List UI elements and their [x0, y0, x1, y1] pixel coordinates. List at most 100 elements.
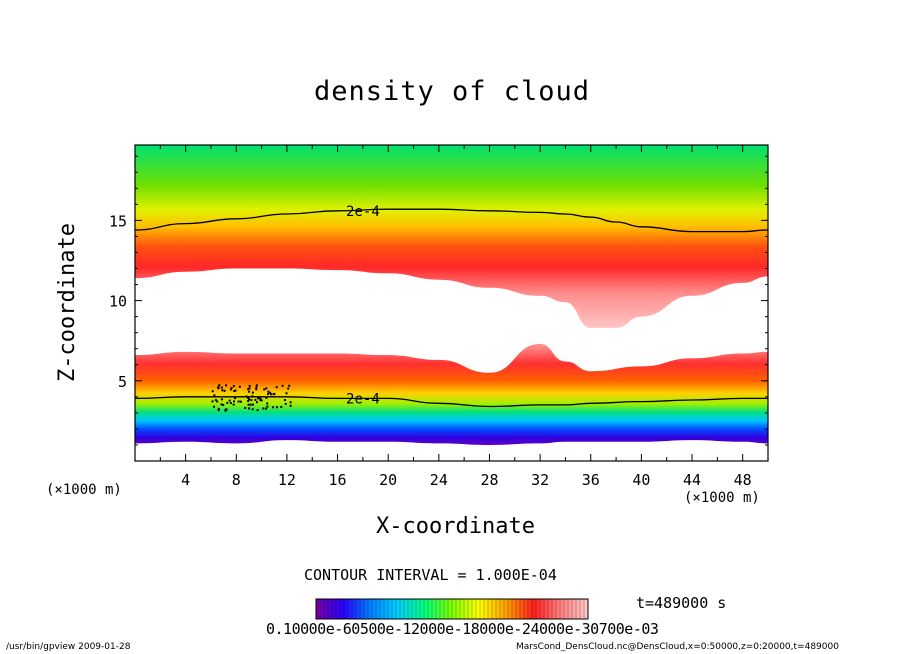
speckle-mark	[252, 403, 254, 406]
speckle-mark	[214, 399, 217, 402]
speckle-mark	[238, 385, 241, 388]
x-axis-title: X-coordinate	[376, 514, 535, 539]
contour-label: 2e-4	[346, 204, 380, 220]
speckle-mark	[260, 399, 263, 402]
x-tick-label: 32	[531, 471, 549, 489]
speckle-mark	[289, 401, 292, 404]
lower-contour-line	[135, 396, 768, 408]
footer-program-info: /usr/bin/gpview 2009-01-28	[6, 642, 131, 652]
speckle-mark	[275, 386, 278, 389]
upper-cloud-band	[135, 145, 768, 328]
speckle-mark	[220, 386, 223, 389]
speckle-mark	[222, 403, 225, 406]
y-axis-title: Z-coordinate	[55, 223, 80, 382]
speckle-mark	[247, 400, 250, 402]
speckle-mark	[213, 405, 215, 408]
y-tick-label: 5	[118, 373, 127, 391]
speckle-mark	[239, 400, 242, 403]
speckle-mark	[233, 400, 235, 403]
speckle-mark	[259, 397, 262, 400]
y-tick-label: 10	[109, 293, 127, 311]
speckle-mark	[248, 384, 251, 387]
speckle-mark	[254, 398, 257, 401]
speckle-mark	[221, 389, 224, 392]
speckle-mark	[270, 393, 272, 396]
speckle-mark	[266, 405, 269, 408]
speckle-mark	[249, 403, 252, 406]
speckle-mark	[247, 396, 249, 399]
speckle-mark	[237, 400, 240, 403]
speckle-mark	[232, 403, 235, 406]
speckle-mark	[284, 402, 287, 405]
speckle-mark	[217, 409, 220, 412]
speckle-mark	[230, 387, 233, 389]
speckle-mark	[234, 389, 237, 392]
speckle-mark	[265, 407, 268, 410]
colorbar-tick-labels: 0.10000e-60500e-12000e-18000e-24000e-307…	[266, 620, 659, 638]
speckle-mark	[272, 393, 275, 396]
chart-title: density of cloud	[313, 76, 591, 107]
x-tick-label: 16	[329, 471, 347, 489]
speckle-mark	[220, 398, 223, 401]
x-tick-label: 36	[582, 471, 600, 489]
speckle-mark	[265, 387, 268, 390]
speckle-mark	[272, 406, 275, 409]
footer-file-info: MarsCond_DensCloud.nc@DensCloud,x=0:5000…	[516, 642, 839, 652]
speckle-mark	[220, 403, 223, 406]
speckle-mark	[255, 384, 258, 387]
speckle-mark	[229, 402, 232, 405]
colorbar	[315, 598, 589, 620]
speckle-mark	[266, 402, 269, 405]
lower-cloud-speckles	[211, 384, 292, 412]
speckle-mark	[213, 394, 216, 397]
speckle-mark	[233, 390, 236, 392]
speckle-mark	[229, 388, 232, 391]
speckle-mark	[225, 384, 227, 387]
speckle-mark	[251, 391, 254, 394]
x-unit-label-right: (×1000 m)	[684, 490, 760, 506]
speckle-mark	[247, 403, 250, 406]
speckle-mark	[216, 400, 219, 403]
speckle-mark	[244, 406, 247, 409]
speckle-mark	[250, 399, 253, 401]
speckle-mark	[217, 387, 220, 390]
speckle-mark	[251, 408, 254, 411]
speckle-mark	[267, 390, 270, 393]
speckle-mark	[287, 387, 290, 390]
speckle-mark	[283, 399, 286, 401]
x-tick-label: 40	[632, 471, 650, 489]
x-tick-label: 24	[430, 471, 448, 489]
contour-interval-label: CONTOUR INTERVAL = 1.000E-04	[304, 566, 557, 584]
speckle-mark	[211, 390, 214, 393]
speckle-mark	[232, 385, 235, 388]
speckle-mark	[289, 404, 292, 407]
x-tick-label: 48	[734, 471, 752, 489]
speckle-mark	[263, 388, 266, 391]
speckle-mark	[224, 409, 227, 412]
x-tick-label: 4	[181, 471, 190, 489]
speckle-mark	[248, 407, 250, 410]
speckle-mark	[217, 385, 220, 388]
speckle-mark	[247, 388, 250, 391]
lower-cloud-band	[135, 343, 768, 445]
x-tick-label: 28	[480, 471, 498, 489]
upper-contour-line	[135, 208, 768, 233]
x-tick-label: 8	[232, 471, 241, 489]
speckle-mark	[265, 396, 268, 399]
speckle-mark	[255, 386, 258, 389]
speckle-mark	[256, 409, 259, 412]
speckle-mark	[255, 388, 258, 391]
speckle-mark	[223, 389, 226, 392]
speckle-mark	[211, 400, 214, 403]
x-tick-label: 44	[683, 471, 701, 489]
x-unit-label-left: (×1000 m)	[46, 482, 122, 498]
time-label: t=489000 s	[636, 594, 727, 612]
speckle-mark	[262, 407, 265, 410]
speckle-mark	[257, 397, 260, 400]
speckle-mark	[228, 399, 231, 402]
speckle-mark	[285, 392, 288, 395]
speckle-mark	[248, 398, 251, 401]
x-tick-label: 12	[278, 471, 296, 489]
speckle-mark	[267, 393, 269, 396]
